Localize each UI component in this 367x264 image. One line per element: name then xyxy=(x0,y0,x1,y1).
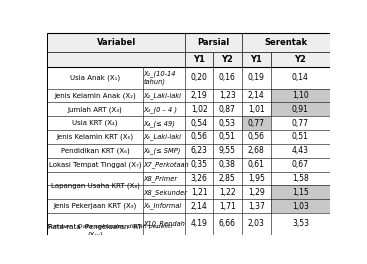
Text: 0,38: 0,38 xyxy=(219,160,236,169)
Text: 3,26: 3,26 xyxy=(191,174,208,183)
Text: X10_Sedang: X10_Sedang xyxy=(144,238,185,245)
Text: 1,37: 1,37 xyxy=(248,202,265,211)
Text: 0,77: 0,77 xyxy=(248,119,265,128)
Text: 0,16: 0,16 xyxy=(219,73,236,82)
Text: 1,10: 1,10 xyxy=(292,91,309,100)
Text: X₄_(≤ 49): X₄_(≤ 49) xyxy=(144,120,175,126)
Text: 1,23: 1,23 xyxy=(219,91,236,100)
Text: 0,51: 0,51 xyxy=(292,133,309,142)
Text: 4,43: 4,43 xyxy=(292,146,309,155)
Text: Variabel: Variabel xyxy=(97,38,136,47)
Text: 1,21: 1,21 xyxy=(191,188,207,197)
Text: Lokasi Tempat Tinggal (X₇): Lokasi Tempat Tinggal (X₇) xyxy=(49,161,141,168)
Text: 1,29: 1,29 xyxy=(248,188,265,197)
Text: 2,03: 2,03 xyxy=(248,219,265,228)
Text: 0,14: 0,14 xyxy=(292,73,309,82)
Text: 0,56: 0,56 xyxy=(248,133,265,142)
Text: X₉_Informal: X₉_Informal xyxy=(144,203,182,209)
Text: Jumlah ART (X₃): Jumlah ART (X₃) xyxy=(68,106,122,112)
Text: 1,15: 1,15 xyxy=(292,188,309,197)
Text: Sumber : Data sekunder, diolah peneliti: Sumber : Data sekunder, diolah peneliti xyxy=(47,224,172,229)
Text: X₆_(≤ SMP): X₆_(≤ SMP) xyxy=(144,147,181,154)
Text: 0,35: 0,35 xyxy=(191,160,208,169)
Text: 0,54: 0,54 xyxy=(191,119,208,128)
Bar xyxy=(47,52,330,67)
Text: 3,15: 3,15 xyxy=(219,237,236,246)
Text: 2,14: 2,14 xyxy=(191,202,208,211)
Text: 1,71: 1,71 xyxy=(219,202,236,211)
Text: 1,01: 1,01 xyxy=(248,105,265,114)
Text: Y1: Y1 xyxy=(193,55,205,64)
Text: 0,67: 0,67 xyxy=(292,160,309,169)
Text: Serentak: Serentak xyxy=(264,38,307,47)
Text: 0,56: 0,56 xyxy=(191,133,208,142)
Bar xyxy=(271,199,330,213)
Text: X8_Sekunder: X8_Sekunder xyxy=(144,189,188,196)
Bar xyxy=(271,102,330,116)
Text: 2,85: 2,85 xyxy=(219,174,236,183)
Text: Jenis Pekerjaan KRT (X₉): Jenis Pekerjaan KRT (X₉) xyxy=(53,203,137,209)
Text: Pendidikan KRT (X₆): Pendidikan KRT (X₆) xyxy=(61,148,129,154)
Text: Y1: Y1 xyxy=(250,55,262,64)
Text: 0,51: 0,51 xyxy=(219,133,236,142)
Text: 0,53: 0,53 xyxy=(219,119,236,128)
Text: Jenis Kelamin Anak (X₂): Jenis Kelamin Anak (X₂) xyxy=(54,92,136,99)
Bar xyxy=(241,116,271,130)
Text: 1,93: 1,93 xyxy=(292,237,309,246)
Text: X₂_Laki-laki: X₂_Laki-laki xyxy=(144,92,182,99)
Text: Lapangan Usaha KRT (X₈): Lapangan Usaha KRT (X₈) xyxy=(51,182,139,188)
Text: 0,20: 0,20 xyxy=(191,73,208,82)
Text: 0,87: 0,87 xyxy=(219,105,236,114)
Text: 1,58: 1,58 xyxy=(292,174,309,183)
Text: tahun): tahun) xyxy=(144,78,166,85)
Text: 9,55: 9,55 xyxy=(219,146,236,155)
Text: Y2: Y2 xyxy=(294,55,306,64)
Bar xyxy=(271,185,330,199)
Text: 2,68: 2,68 xyxy=(248,146,265,155)
Text: 2,14: 2,14 xyxy=(248,91,265,100)
Text: 2,70: 2,70 xyxy=(191,237,208,246)
Bar xyxy=(271,89,330,102)
Text: 6,23: 6,23 xyxy=(191,146,208,155)
Text: 4,19: 4,19 xyxy=(191,219,208,228)
Text: 0,61: 0,61 xyxy=(248,160,265,169)
Text: X10_Rendah: X10_Rendah xyxy=(144,221,186,227)
Text: X₅_Laki-laki: X₅_Laki-laki xyxy=(144,134,182,140)
Text: 1,02: 1,02 xyxy=(191,105,208,114)
Text: 0,91: 0,91 xyxy=(292,105,309,114)
Text: 2,19: 2,19 xyxy=(191,91,208,100)
Text: 1,03: 1,03 xyxy=(292,202,309,211)
Bar xyxy=(47,33,330,52)
Text: Usia KRT (X₄): Usia KRT (X₄) xyxy=(72,120,118,126)
Text: 6,66: 6,66 xyxy=(219,219,236,228)
Text: 1,69: 1,69 xyxy=(248,237,265,246)
Text: X7_Perkotaan: X7_Perkotaan xyxy=(144,161,189,168)
Text: 0,77: 0,77 xyxy=(292,119,309,128)
Text: 3,53: 3,53 xyxy=(292,219,309,228)
Text: X₃_(0 – 4 ): X₃_(0 – 4 ) xyxy=(144,106,178,113)
Text: Parsial: Parsial xyxy=(197,38,229,47)
Text: 1,22: 1,22 xyxy=(219,188,236,197)
Text: 0,19: 0,19 xyxy=(248,73,265,82)
Text: X8_Primer: X8_Primer xyxy=(144,175,178,182)
Text: Rata-rata  Pengeluaran  RT
(X₁₀): Rata-rata Pengeluaran RT (X₁₀) xyxy=(48,224,142,238)
Text: Y2: Y2 xyxy=(221,55,233,64)
Text: Jenis Kelamin KRT (X₅): Jenis Kelamin KRT (X₅) xyxy=(57,134,134,140)
Text: Usia Anak (X₁): Usia Anak (X₁) xyxy=(70,74,120,81)
Text: 1,95: 1,95 xyxy=(248,174,265,183)
Text: X₁_(10-14: X₁_(10-14 xyxy=(144,70,176,77)
